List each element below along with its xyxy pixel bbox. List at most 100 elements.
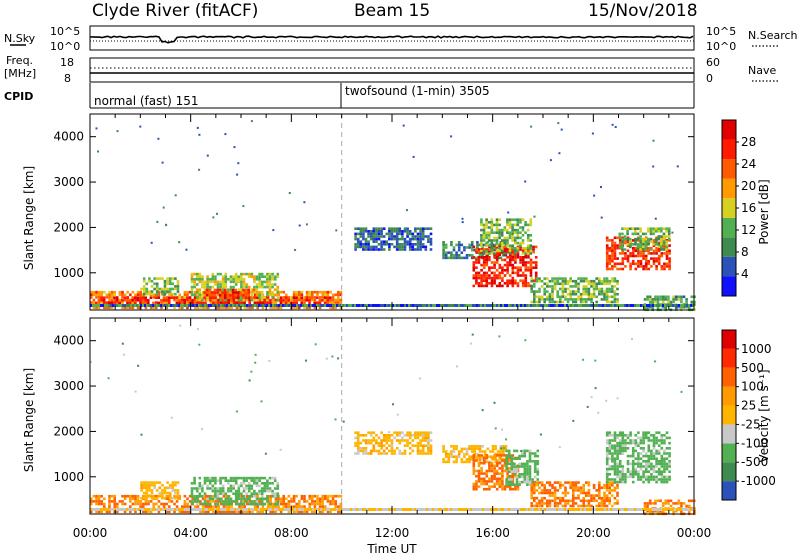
power-scatter-point — [272, 229, 275, 232]
velocity-y-tick-label: 3000 — [53, 379, 84, 393]
x-tick-label: 00:00 — [73, 526, 108, 540]
power-scatter-point — [185, 248, 188, 251]
freq-unit: [MHz] — [4, 67, 36, 80]
velocity-scatter-point — [248, 379, 251, 382]
power-scatter-point — [294, 249, 297, 251]
velocity-scatter-point — [586, 405, 589, 408]
x-tick-label: 16:00 — [475, 526, 510, 540]
velocity-swatch — [722, 348, 736, 368]
power-scatter-point — [402, 124, 405, 127]
power-scatter-point — [95, 127, 98, 130]
velocity-heatmap-cells — [90, 324, 696, 516]
power-swatch — [722, 159, 736, 179]
velocity-colorbar-tick: -100 — [741, 436, 768, 450]
power-scatter-point — [157, 137, 160, 140]
power-scatter-point — [233, 146, 236, 149]
freq-panel: Freq. [MHz] 18 8 60 0 Nave — [4, 54, 780, 85]
power-scatter-point — [654, 217, 657, 220]
velocity-scatter-point — [264, 452, 267, 455]
velocity-scatter-point — [279, 448, 282, 451]
velocity-scatter-point — [334, 418, 337, 421]
freq-tick-bottom: 8 — [64, 72, 71, 85]
power-scatter-point — [412, 155, 415, 158]
velocity-scatter-point — [179, 324, 182, 327]
velocity-scatter-point — [524, 339, 527, 342]
velocity-scatter-point — [314, 343, 317, 346]
freq-tick-top: 18 — [60, 56, 74, 69]
velocity-scatter-point — [594, 387, 597, 390]
x-axis-label: Time UT — [366, 542, 417, 554]
velocity-scatter-point — [463, 453, 466, 455]
velocity-scatter-point — [590, 396, 593, 399]
velocity-scatter-point — [235, 410, 238, 413]
power-scatter-point — [335, 229, 338, 232]
power-colorbar-tick: 4 — [741, 267, 749, 281]
velocity-swatch — [722, 424, 736, 444]
velocity-scatter-point — [500, 447, 503, 450]
beam-title: Beam 15 — [354, 1, 430, 21]
velocity-swatch — [722, 405, 736, 425]
power-scatter-point — [461, 221, 464, 224]
power-scatter-point — [174, 194, 177, 197]
power-scatter-point — [237, 162, 240, 165]
power-swatch — [722, 198, 736, 218]
velocity-scatter-point — [250, 370, 253, 373]
velocity-colorbar-label: Velocity [m s⁻¹] — [757, 369, 771, 462]
nsearch-label: N.Search — [748, 29, 798, 42]
velocity-colorbar-tick: 1000 — [741, 342, 772, 356]
velocity-scatter-point — [654, 360, 657, 363]
velocity-scatter-point — [140, 433, 143, 436]
velocity-scatter-point — [396, 413, 399, 416]
nsearch-tick-top: 10^5 — [706, 25, 736, 38]
velocity-scatter-point — [520, 450, 523, 452]
velocity-scatter-point — [481, 409, 484, 412]
power-colorbar: 4 8 12 16 20 24 28 — [721, 119, 756, 297]
velocity-colorbar-tick: -500 — [741, 455, 768, 469]
x-tick-label: 08:00 — [274, 526, 309, 540]
x-tick-label: 00:00 — [677, 526, 712, 540]
velocity-scatter-point — [170, 416, 173, 419]
power-swatch — [722, 256, 736, 277]
nsky-tick-top: 10^5 — [50, 25, 80, 38]
power-y-tick-label: 3000 — [53, 175, 84, 189]
velocity-scatter-point — [196, 328, 199, 331]
velocity-scatter-point — [392, 403, 394, 406]
power-scatter-point — [224, 133, 227, 136]
power-scatter-point — [206, 154, 209, 157]
power-swatch — [722, 237, 736, 257]
velocity-scatter-point — [470, 342, 473, 345]
power-scatter-point — [298, 224, 301, 227]
x-tick-label: 04:00 — [173, 526, 208, 540]
x-tick-labels: 00:00 04:00 08:00 12:00 16:00 20:00 00:00 — [73, 526, 712, 540]
power-scatter-point — [216, 212, 218, 215]
power-scatter-point — [600, 186, 602, 188]
x-tick-label: 20:00 — [576, 526, 611, 540]
velocity-scatter-point — [90, 361, 92, 363]
power-scatter-point — [611, 123, 614, 126]
power-scatter-point — [533, 215, 536, 218]
power-scatter-point — [663, 241, 666, 244]
nsky-tick-bottom: 10^0 — [50, 40, 80, 53]
power-y-axis-label: Slant Range [km] — [22, 166, 36, 270]
power-scatter-point — [242, 205, 245, 208]
velocity-scatter-point — [254, 353, 257, 356]
power-scatter-point — [250, 120, 253, 123]
power-scatter-point — [461, 217, 464, 220]
velocity-scatter-point — [331, 355, 334, 358]
velocity-scatter-point — [419, 377, 422, 380]
power-scatter-point — [511, 233, 514, 236]
station-title: Clyde River (fitACF) — [92, 1, 258, 21]
velocity-scatter-point — [605, 399, 608, 402]
power-colorbar-tick: 16 — [741, 201, 756, 215]
velocity-y-tick-label: 1000 — [53, 470, 84, 484]
power-scatter-point — [614, 126, 617, 128]
power-heatmap-cells — [90, 120, 696, 312]
power-panel: 1000 2000 3000 4000 — [53, 113, 696, 312]
power-scatter-point — [591, 132, 594, 135]
velocity-y-tick-label: 2000 — [53, 424, 84, 438]
velocity-scatter-point — [123, 353, 126, 356]
velocity-colorbar-tick: 100 — [741, 380, 764, 394]
velocity-scatter-point — [594, 359, 597, 362]
power-scatter-point — [212, 216, 215, 219]
velocity-scatter-point — [494, 427, 497, 430]
